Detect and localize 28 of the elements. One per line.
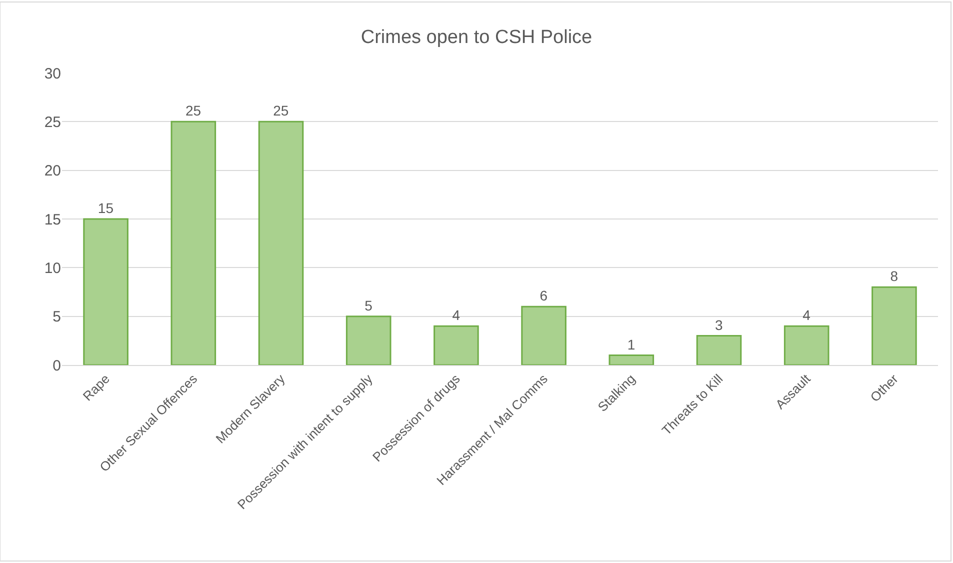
- data-label: 4: [802, 307, 811, 324]
- bar: [784, 325, 830, 365]
- chart-title: Crimes open to CSH Police: [360, 27, 592, 48]
- bar: [872, 286, 917, 365]
- data-label: 25: [273, 102, 289, 119]
- y-tick-label: 10: [44, 260, 61, 277]
- data-label: 4: [452, 307, 460, 324]
- bar: [258, 120, 304, 365]
- data-label: 5: [364, 297, 373, 314]
- data-label: 3: [715, 316, 723, 333]
- data-label: 6: [540, 288, 548, 304]
- bar: [83, 218, 128, 365]
- y-tick-label: 15: [44, 211, 61, 228]
- bar: [521, 306, 566, 365]
- bar: [170, 120, 216, 365]
- data-label: 25: [186, 102, 202, 119]
- y-tick-label: 25: [44, 114, 61, 131]
- data-label: 1: [627, 336, 636, 352]
- y-tick-label: 0: [52, 357, 61, 374]
- bar: [434, 325, 479, 365]
- y-tick-label: 30: [44, 65, 61, 82]
- y-tick-label: 20: [44, 162, 61, 180]
- data-label: 15: [98, 200, 114, 216]
- bar: [696, 335, 742, 365]
- data-label: 8: [890, 268, 898, 284]
- y-tick-label: 5: [52, 308, 61, 326]
- bar: [346, 316, 392, 365]
- bar: [608, 354, 654, 365]
